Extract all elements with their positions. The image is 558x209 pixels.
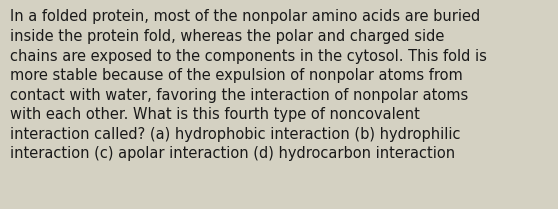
Text: In a folded protein, most of the nonpolar amino acids are buried
inside the prot: In a folded protein, most of the nonpola…: [10, 9, 487, 161]
